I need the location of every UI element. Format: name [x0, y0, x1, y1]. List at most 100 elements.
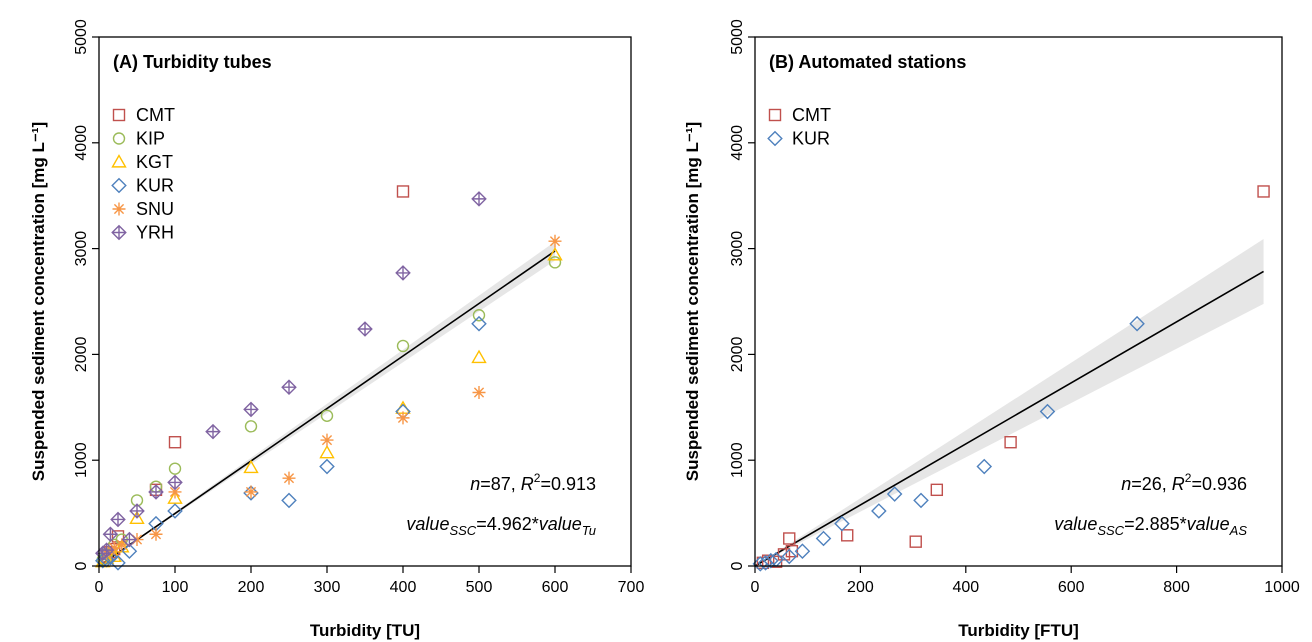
- panel-b-x-tick-label-5: 1000: [1264, 579, 1300, 596]
- panel-b-point-cmt-4: [783, 532, 796, 545]
- panel-b-point-cmt-10: [1257, 185, 1270, 198]
- panel-b-point-kur-11: [976, 458, 993, 475]
- panel-b-point-cmt-5: [785, 544, 799, 558]
- panel-a-y-tick-label-1: 1000: [73, 442, 90, 478]
- panel-b-regression-line: [754, 270, 1264, 567]
- panel-b-plot-frame: [754, 36, 1283, 567]
- panel-a-point-kip-9: [396, 339, 410, 353]
- panel-a-y-tick-label-5: 5000: [73, 19, 90, 55]
- panel-a-point-yrh-2: [102, 526, 119, 543]
- panel-a-turbidity-tubes: 0 100 200 300 400 500 600 700 0 1000 2000 3000 4000 5…: [29, 19, 644, 640]
- panel-a-x-tick-label-0: 0: [95, 579, 104, 596]
- panel-a-point-yrh-4: [121, 531, 138, 548]
- panel-b-y-tick-label-0: 0: [729, 561, 746, 570]
- panel-a-x-tick-label-4: 400: [390, 579, 417, 596]
- panel-a-y-tick-label-2: 2000: [73, 337, 90, 373]
- panel-a-point-yrh-10: [281, 379, 297, 395]
- panel-a-x-tick-label-5: 500: [466, 579, 493, 596]
- panel-a-y-tick-label-4: 4000: [73, 125, 90, 161]
- panel-a-point-kip-10: [472, 309, 486, 322]
- panel-b-point-cmt-9: [1004, 436, 1017, 449]
- panel-a-point-yrh-11: [357, 321, 373, 337]
- panel-a-confidence-band: [99, 241, 555, 566]
- panel-a-point-kgt-5: [167, 490, 183, 504]
- panel-a-point-snu-11: [548, 234, 562, 248]
- panel-b-point-kur-8: [871, 503, 887, 519]
- panel-a-y-axis-label: Suspended sediment concentration [mg L⁻¹…: [29, 122, 48, 481]
- panel-b-title: (B) Automated stations: [769, 52, 966, 72]
- panel-b-x-axis-label: Turbidity [FTU]: [958, 621, 1079, 640]
- panel-a-point-kgt-6: [243, 459, 259, 474]
- panel-b-x-tick-label-2: 400: [952, 579, 979, 596]
- panel-b-legend-label-cmt: CMT: [792, 105, 831, 125]
- panel-a-point-kip-7: [244, 420, 258, 433]
- panel-a-legend-marker-kur: [111, 177, 127, 194]
- panel-b-point-kur-13: [1129, 315, 1145, 332]
- panel-a-point-kur-9: [319, 458, 335, 475]
- panel-a-point-yrh-9: [243, 401, 259, 418]
- panel-a-point-kip-11: [548, 256, 562, 269]
- panel-b-point-kur-2: [763, 552, 779, 569]
- panel-b-point-cmt-8: [930, 483, 944, 497]
- panel-a-x-tick-label-7: 700: [618, 579, 645, 596]
- panel-a-point-snu-4: [149, 527, 163, 541]
- panel-a-point-yrh-1: [98, 542, 115, 558]
- panel-a-point-yrh-3: [110, 511, 126, 528]
- panel-a-point-kgt-7: [319, 444, 335, 459]
- panel-a-legend-label-snu: SNU: [136, 199, 174, 219]
- panel-b-y-tick-label-2: 2000: [729, 337, 746, 373]
- panel-a-point-yrh-8: [205, 423, 221, 440]
- panel-a-legend-marker-kgt: [111, 154, 127, 168]
- panel-b-confidence-band: [755, 239, 1264, 566]
- panel-a-x-axis-label: Turbidity [TU]: [310, 621, 420, 640]
- panel-a-legend-marker-yrh: [111, 224, 127, 241]
- panel-b-point-kur-7: [834, 515, 850, 532]
- panel-b-legend-label-kur: KUR: [792, 129, 830, 149]
- panel-b-legend-marker-kur: [767, 130, 783, 147]
- panel-a-point-yrh-13: [471, 191, 487, 207]
- panel-a-legend-label-kgt: KGT: [136, 152, 173, 172]
- panel-a-stats-annotation: n=87, R2=0.913: [470, 471, 596, 494]
- panel-b-automated-stations: 0 200 400 600 800 1000 0 1000 2000 3000 4000 5000 Tu…: [683, 19, 1300, 640]
- panel-a-point-yrh-7: [167, 474, 183, 491]
- panel-a-point-snu-5: [168, 485, 182, 499]
- panel-a-point-kgt-9: [471, 349, 487, 364]
- panel-a-point-cmt-6: [396, 185, 410, 198]
- panel-a-point-snu-7: [282, 471, 296, 485]
- panel-a-point-kur-4: [121, 543, 138, 559]
- panel-b-stats-annotation: n=26, R2=0.936: [1121, 471, 1247, 494]
- panel-a-legend-marker-cmt: [112, 108, 126, 122]
- panel-a-point-snu-10: [472, 385, 486, 399]
- panel-a-point-snu-8: [320, 433, 334, 447]
- panel-b-x-tick-label-0: 0: [751, 579, 760, 596]
- panel-b-point-kur-5: [794, 543, 811, 559]
- panel-b-equation-annotation: valueSSC=2.885*valueAS: [1054, 514, 1247, 538]
- panel-b-x-tick-label-3: 600: [1058, 579, 1085, 596]
- panel-a-point-kur-0: [95, 552, 111, 569]
- panel-a-equation-annotation: valueSSC=4.962*valueTu: [406, 514, 596, 538]
- panel-b-legend-marker-cmt: [768, 108, 782, 122]
- panel-b-x-tick-label-1: 200: [847, 579, 874, 596]
- panel-a-plot-frame: [98, 36, 632, 567]
- panel-a-point-kur-7: [243, 485, 259, 501]
- panel-a-y-tick-label-0: 0: [73, 561, 90, 570]
- panel-a-point-snu-1: [107, 541, 121, 555]
- panel-a-point-yrh-6: [148, 484, 164, 500]
- panel-a-point-yrh-12: [395, 265, 411, 281]
- panel-b-point-kur-12: [1039, 403, 1056, 420]
- panel-a-point-snu-2: [115, 538, 129, 552]
- panel-a-x-tick-label-6: 600: [542, 579, 569, 596]
- panel-a-point-yrh-5: [129, 503, 145, 519]
- panel-b-y-axis-label: Suspended sediment concentration [mg L⁻¹…: [683, 122, 702, 481]
- panel-a-point-kgt-10: [547, 247, 563, 261]
- panel-a-point-snu-6: [244, 485, 258, 499]
- panel-a-point-kip-8: [320, 409, 334, 422]
- panel-b-x-tick-label-4: 800: [1163, 579, 1190, 596]
- panel-b-point-kur-9: [886, 486, 903, 502]
- panel-a-legend-label-kip: KIP: [136, 129, 165, 149]
- panel-b-point-kur-10: [913, 492, 929, 509]
- panel-b-point-cmt-6: [841, 529, 854, 542]
- panel-a-regression-line: [98, 250, 556, 567]
- panel-b-point-kur-4: [781, 548, 798, 565]
